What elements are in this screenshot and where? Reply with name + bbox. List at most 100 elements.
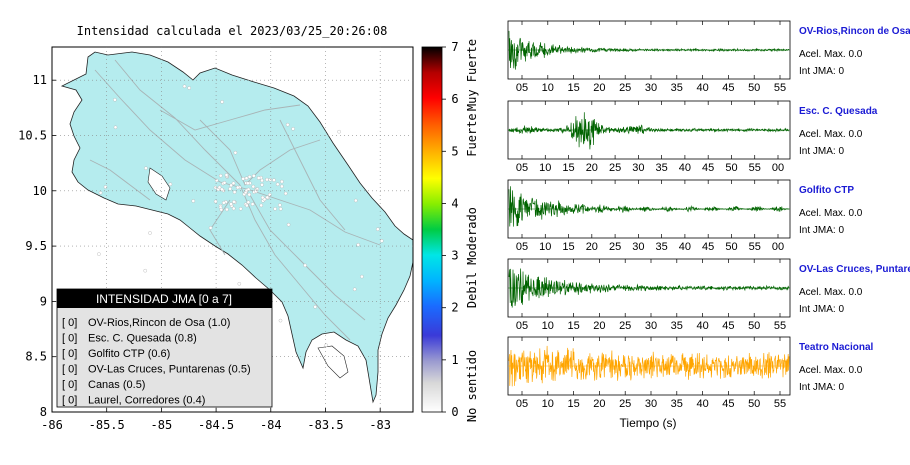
seismogram-tick-label: 50 [748, 320, 760, 332]
legend-item-label: Canas (0.5) [88, 379, 145, 391]
seismogram-tick-label: 50 [725, 162, 737, 174]
seismogram-tick-label: 45 [722, 398, 734, 410]
seismogram-tick-label: 35 [656, 162, 668, 174]
station-dot [278, 207, 283, 211]
seismogram-tick-label: 05 [516, 162, 528, 174]
station-dot [241, 177, 245, 181]
gulf-of-nicoya [147, 167, 171, 201]
station-dot [98, 191, 103, 195]
station-name: Esc. C. Quesada [799, 106, 878, 117]
station-dot [148, 231, 152, 235]
colorbar-labels: No sentido Debil Moderado Fuerte Muy Fuerte [465, 39, 479, 422]
station-dot [246, 181, 250, 186]
colorbar-tick-label: 2 [451, 301, 458, 315]
colorbar-label: Fuerte [465, 113, 479, 156]
station-dot [231, 206, 236, 211]
seismogram-panel: 05 10 15 20 25 30 35 40 45 50 55 OV-Rios,Rincon de … [507, 20, 910, 94]
seismogram-tick-label: 15 [567, 398, 579, 410]
seismogram-tick-label: 40 [696, 398, 708, 410]
station-dot [208, 226, 213, 230]
station-dot [360, 274, 364, 279]
seismogram-tick-label: 45 [702, 241, 714, 253]
colorbar-tick-label: 1 [451, 353, 458, 367]
seismogram-tick-label: 55 [774, 320, 786, 332]
station-dot [232, 190, 237, 194]
map-frame [51, 46, 414, 413]
colorbar-tick-label: 3 [451, 249, 458, 263]
station-dot [354, 198, 358, 203]
station-dot [272, 178, 276, 182]
seismogram-trace [508, 112, 790, 150]
colorbar-tick-label: 7 [451, 40, 458, 54]
station-dot [376, 227, 380, 231]
seismogram-tick-label: 05 [516, 320, 528, 332]
station-dot [224, 173, 229, 177]
station-dot [229, 183, 233, 188]
seismogram-tick-label: 30 [645, 320, 657, 332]
map-x-tick-label: -85 [151, 418, 173, 432]
legend-header-bar [57, 289, 272, 308]
legend-item-level: [ 0] [62, 379, 77, 391]
station-dot [219, 207, 224, 212]
seismogram-tick-label: 20 [586, 241, 598, 253]
legend-item-label: Golfito CTP (0.6) [88, 348, 170, 360]
legend-item-level: [ 0] [62, 317, 77, 329]
seismogram-tick-label: 30 [645, 82, 657, 94]
seismogram-tick-label: 20 [593, 82, 605, 94]
seismogram-tick-label: 20 [593, 398, 605, 410]
seismogram-tick-label: 30 [645, 398, 657, 410]
seismogram-tick-label: 35 [656, 241, 668, 253]
station-dot [213, 185, 218, 190]
station-dot [217, 185, 222, 190]
seismogram-tick-label: 45 [722, 320, 734, 332]
seismogram-panel: 05 10 15 20 25 30 35 40 45 50 55 OV-Las Cruces, Pun… [507, 258, 910, 332]
seismogram-tick-label: 50 [748, 398, 760, 410]
station-dot [144, 166, 148, 170]
seismogram-panels: 05 10 15 20 25 30 35 40 45 50 55 OV-Rios,Rincon de … [507, 20, 910, 410]
road-network [89, 59, 381, 341]
station-dot [275, 182, 280, 187]
colorbar-ticks: 0 1 2 3 4 5 6 7 [442, 40, 459, 419]
legend-item-label: Laurel, Corredores (0.4) [88, 395, 205, 407]
station-dot [380, 239, 384, 243]
station-dot [252, 174, 256, 178]
station-dot [220, 187, 224, 192]
station-dot [337, 129, 341, 134]
legend-item-label: OV-Las Cruces, Puntarenas (0.5) [88, 364, 251, 376]
station-dot [247, 192, 252, 197]
station-jma-intensity: Int JMA: 0 [799, 382, 844, 393]
station-dot [213, 199, 218, 204]
station-dot [285, 122, 290, 127]
seismogram-tick-label: 25 [609, 162, 621, 174]
station-dot [235, 185, 240, 190]
station-dot [278, 318, 283, 323]
station-dot [168, 182, 173, 186]
station-jma-intensity: Int JMA: 0 [799, 225, 844, 236]
seismogram-tick-label: 15 [562, 241, 574, 253]
station-dot [286, 222, 291, 227]
seismogram-tick-label: 20 [593, 320, 605, 332]
seismogram-tick-label: 50 [748, 82, 760, 94]
station-jma-intensity: Int JMA: 0 [799, 146, 844, 157]
seismogram-tick-label: 25 [619, 320, 631, 332]
station-peak-acceleration: Acel. Max. 0.0 [799, 129, 863, 140]
seismogram-tick-label: 30 [632, 241, 644, 253]
station-dot [260, 178, 264, 183]
station-name: OV-Rios,Rincon de Osa [799, 26, 910, 37]
seismogram-tick-label: 10 [539, 162, 551, 174]
station-dot [273, 207, 277, 211]
seismogram-tick-label: 55 [774, 82, 786, 94]
station-dot [233, 150, 238, 155]
station-dot [280, 179, 284, 184]
station-dot [191, 199, 196, 203]
seismogram-trace [508, 345, 790, 387]
station-dot [262, 197, 267, 202]
station-dot [254, 189, 258, 194]
legend-item-level: [ 0] [62, 348, 77, 360]
colorbar-tick-label: 4 [451, 196, 458, 210]
station-dot [218, 173, 223, 178]
seismogram-tick-label: 40 [696, 320, 708, 332]
map-x-tick-label: -84.5 [198, 418, 234, 432]
station-dot [237, 282, 242, 286]
seismogram-tick-label: 10 [542, 398, 554, 410]
